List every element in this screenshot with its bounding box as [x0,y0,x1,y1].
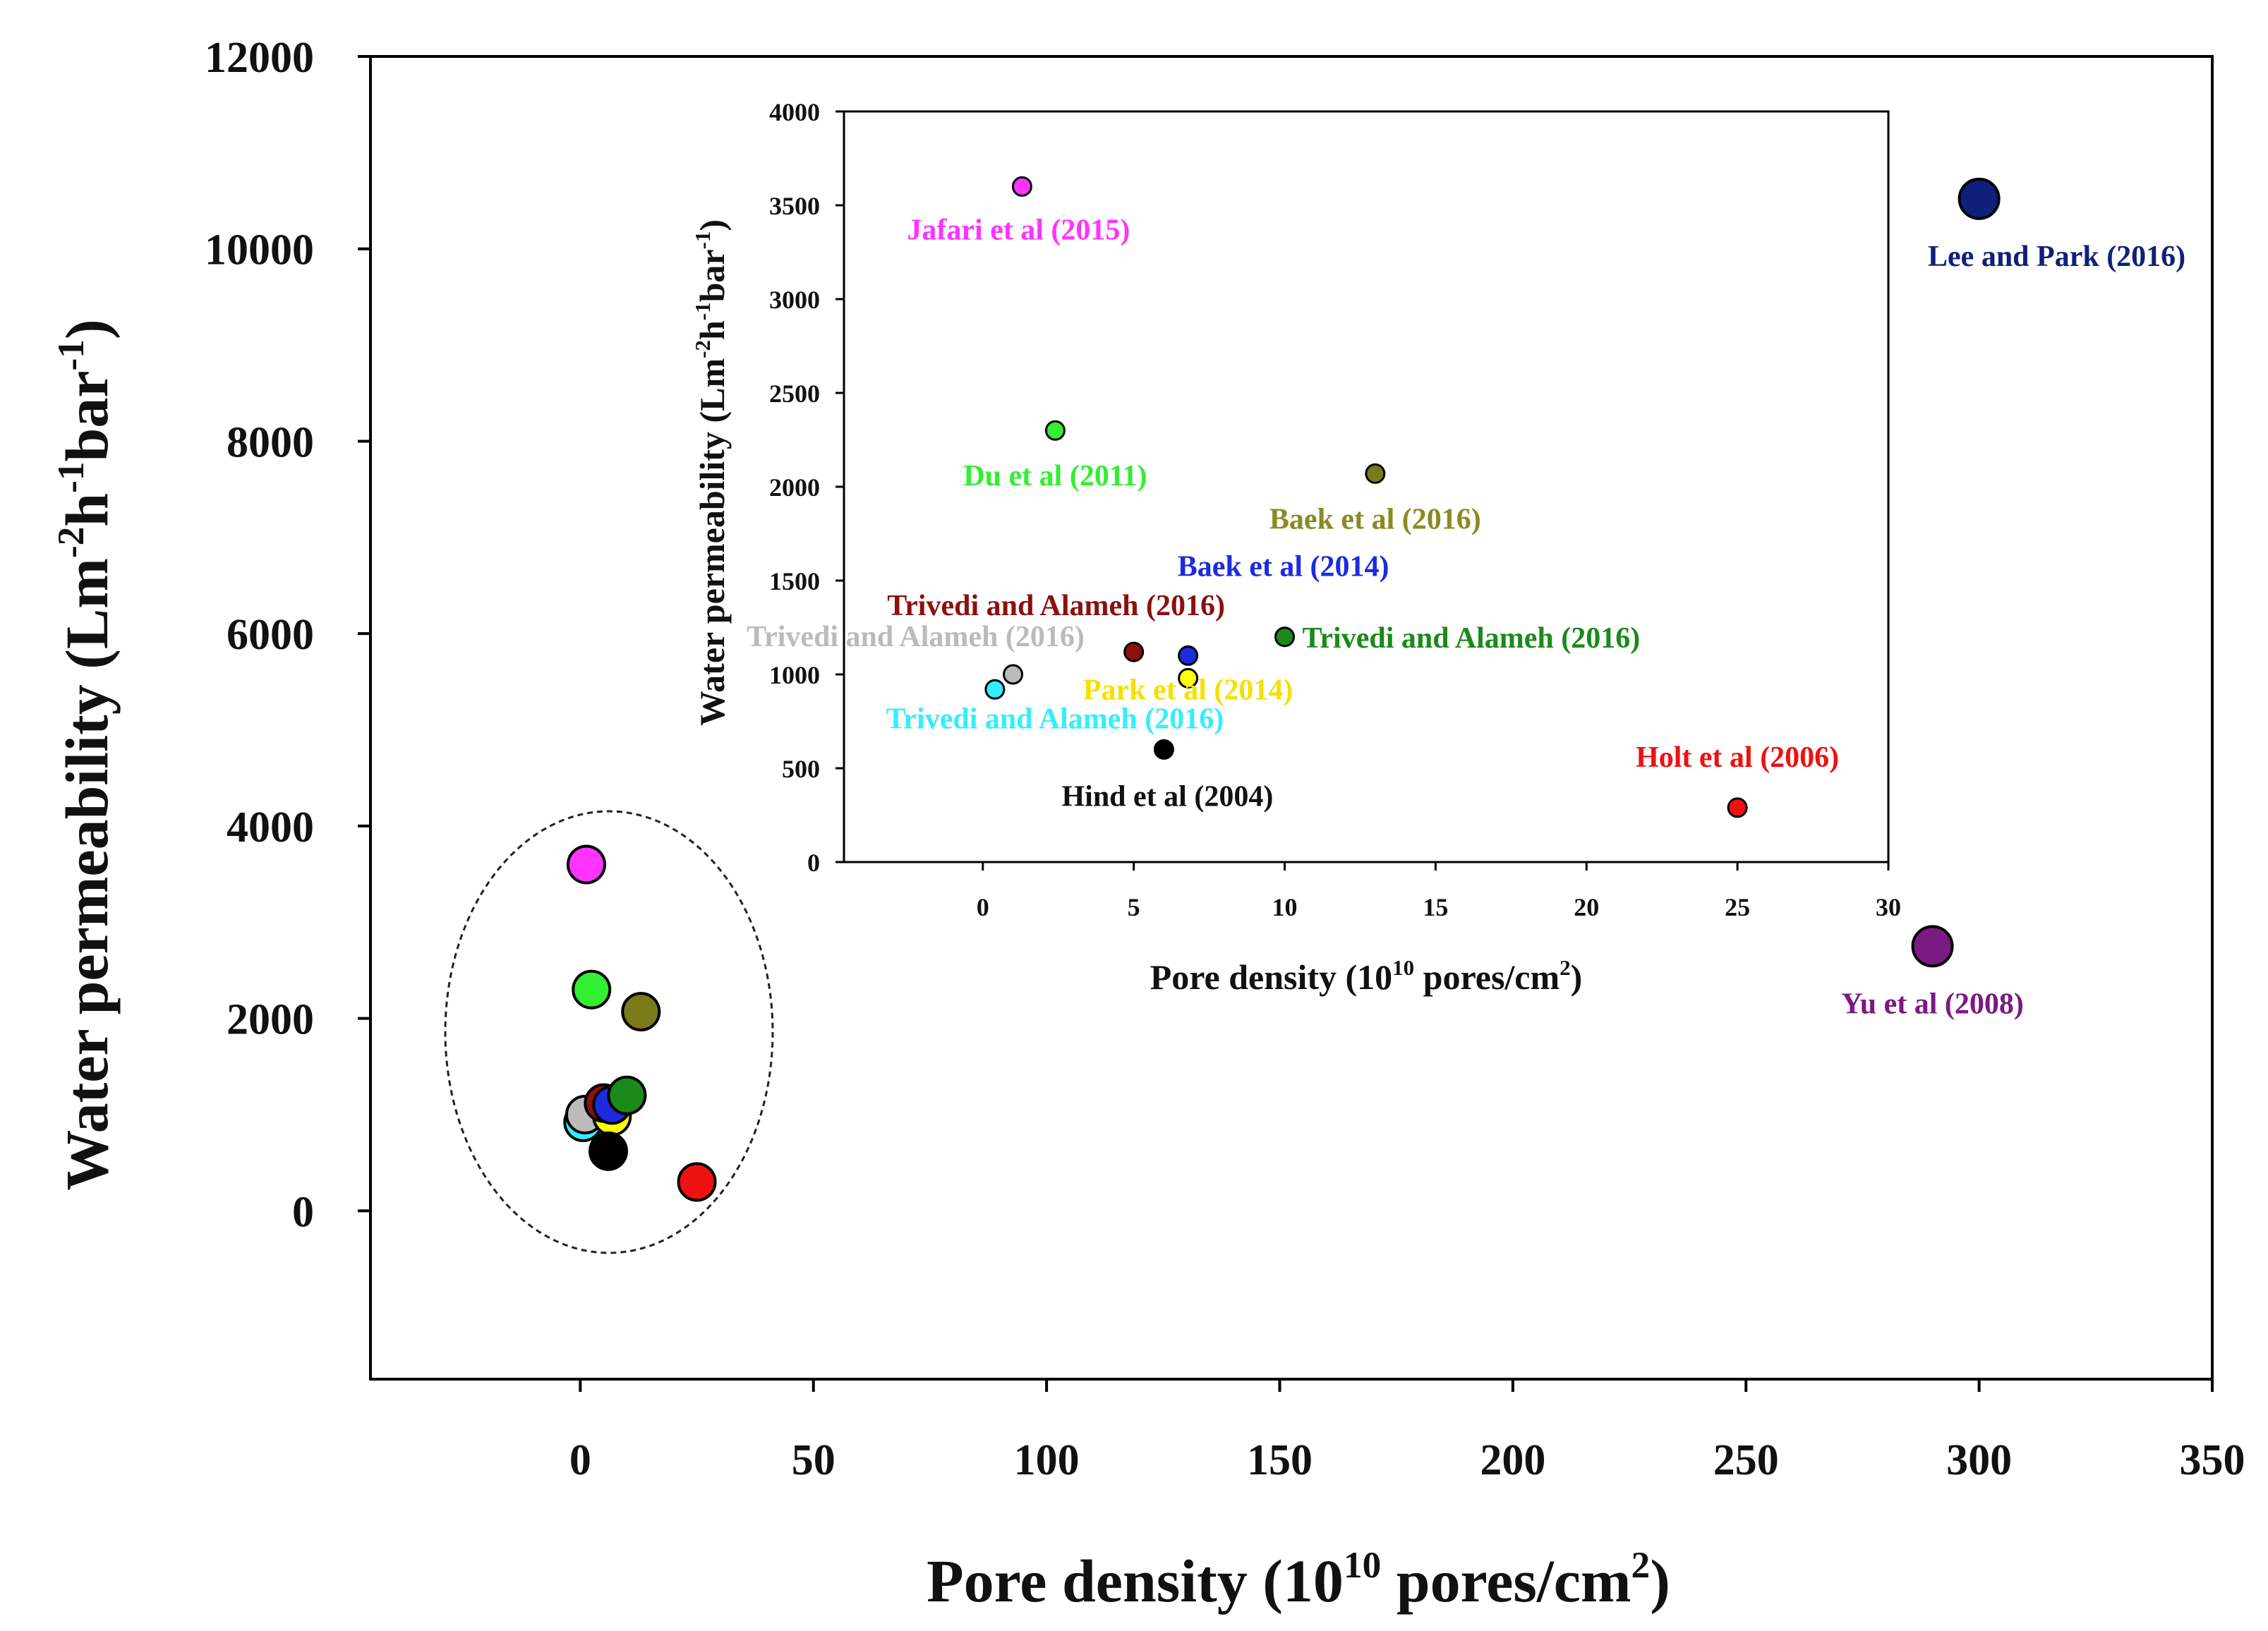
main-point-labels: Lee and Park (2016) Yu et al (2008) [1841,241,2185,1021]
inset-y-tick-label: 3500 [769,192,820,220]
inset-x-axis-title: Pore density (1010 pores/cm2) [1150,955,1583,997]
inset-point-label: Trivedi and Alameh (2016) [886,703,1224,735]
main-x-tick-label: 300 [1946,1436,2012,1484]
main-x-tick-label: 150 [1247,1436,1313,1484]
main-point [566,844,606,885]
inset-point-label: Trivedi and Alameh (2016) [747,621,1085,653]
inset-point [1178,645,1199,666]
main-y-tick-label: 6000 [227,611,314,659]
main-plot-frame [369,55,2214,1381]
inset-point-label: Hind et al (2004) [1061,780,1273,813]
main-point [572,969,612,1009]
inset-point [1365,463,1386,484]
inset-background [844,111,1888,862]
main-x-tick-label: 250 [1713,1436,1779,1484]
inset-x-tick-label: 15 [1423,893,1448,921]
inset-x-tick-label: 25 [1725,893,1750,921]
main-y-tick-label: 8000 [227,418,314,466]
main-x-tick-label: 100 [1014,1436,1080,1484]
main-point [588,1131,628,1171]
main-x-tick-label: 0 [569,1436,591,1484]
main-point [1958,177,2001,220]
inset-point [984,679,1006,700]
main-y-tick-label: 12000 [205,34,314,82]
inset-point-label: Jafari et al (2015) [907,214,1130,246]
main-axis-ticks: 0 50 100 150 200 250 300 3500200040006000800010… [205,34,2245,1484]
main-point [607,1075,647,1115]
main-point-label: Yu et al (2008) [1841,988,2024,1020]
main-x-tick-label: 200 [1480,1436,1545,1484]
cluster-ellipse [444,810,774,1254]
inset-y-tick-label: 2000 [769,473,820,502]
main-x-tick-label: 50 [792,1436,836,1484]
main-points [563,177,2001,1202]
inset-point [1123,641,1145,662]
inset-point-label: Park et al (2014) [1083,674,1293,706]
inset-y-tick-label: 0 [807,849,820,877]
inset-y-tick-label: 4000 [769,98,820,126]
cluster-ellipse-layer [444,810,774,1254]
inset-x-tick-label: 0 [977,893,989,921]
inset-y-tick-label: 3000 [769,286,820,314]
inset-point-label: Baek et al (2016) [1269,503,1481,535]
main-y-tick-label: 4000 [227,804,314,851]
inset-point [1153,739,1174,760]
inset-point-label: Holt et al (2006) [1636,741,1839,774]
main-y-tick-label: 0 [292,1188,314,1236]
main-y-tick-label: 2000 [227,996,314,1044]
inset-y-tick-label: 2500 [769,380,820,408]
inset-point [1011,176,1032,197]
inset-point-labels: Jafari et al (2015) Du et al (2011) Baek e… [747,214,1839,813]
main-point-label: Lee and Park (2016) [1928,241,2185,273]
inset-x-tick-label: 20 [1574,893,1599,921]
inset-y-tick-label: 500 [782,755,820,783]
inset-point-label: Baek et al (2014) [1178,550,1389,583]
main-point [1911,925,1954,968]
inset-x-tick-label: 10 [1272,893,1298,921]
inset-y-axis-title: Water permeability (Lm-2h-1bar-1) [690,219,732,726]
main-y-tick-label: 10000 [205,226,314,274]
inset-point [1178,667,1199,689]
inset-y-tick-label: 1500 [769,567,820,595]
inset-point [1003,664,1024,685]
inset-axis-ticks: 0 5 10 15 20 25 30 0 500 1000 1500 2000 2500 3000 3500… [769,98,1901,921]
inset-x-tick-label: 30 [1876,893,1901,921]
inset-y-tick-label: 1000 [769,661,820,689]
inset-point-label: Trivedi and Alameh (2016) [887,590,1225,622]
main-point [621,992,661,1032]
main-x-tick-label: 350 [2180,1436,2245,1484]
main-point [677,1162,717,1202]
inset-point [1044,420,1066,441]
main-y-axis-title: Water permeability (Lm-2h-1bar-1) [49,319,121,1190]
inset-point-label: Trivedi and Alameh (2016) [1303,622,1641,655]
inset-points [984,176,1748,818]
inset-x-tick-label: 5 [1128,893,1140,921]
inset-point-label: Du et al (2011) [963,460,1147,492]
inset-point [1727,797,1748,818]
main-x-axis-title: Pore density (1010 pores/cm2) [927,1544,1670,1615]
inset-point [1274,626,1296,648]
